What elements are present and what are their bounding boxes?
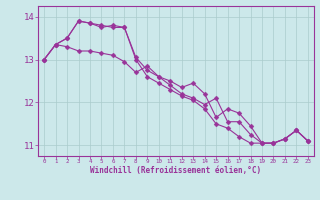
X-axis label: Windchill (Refroidissement éolien,°C): Windchill (Refroidissement éolien,°C) <box>91 166 261 175</box>
